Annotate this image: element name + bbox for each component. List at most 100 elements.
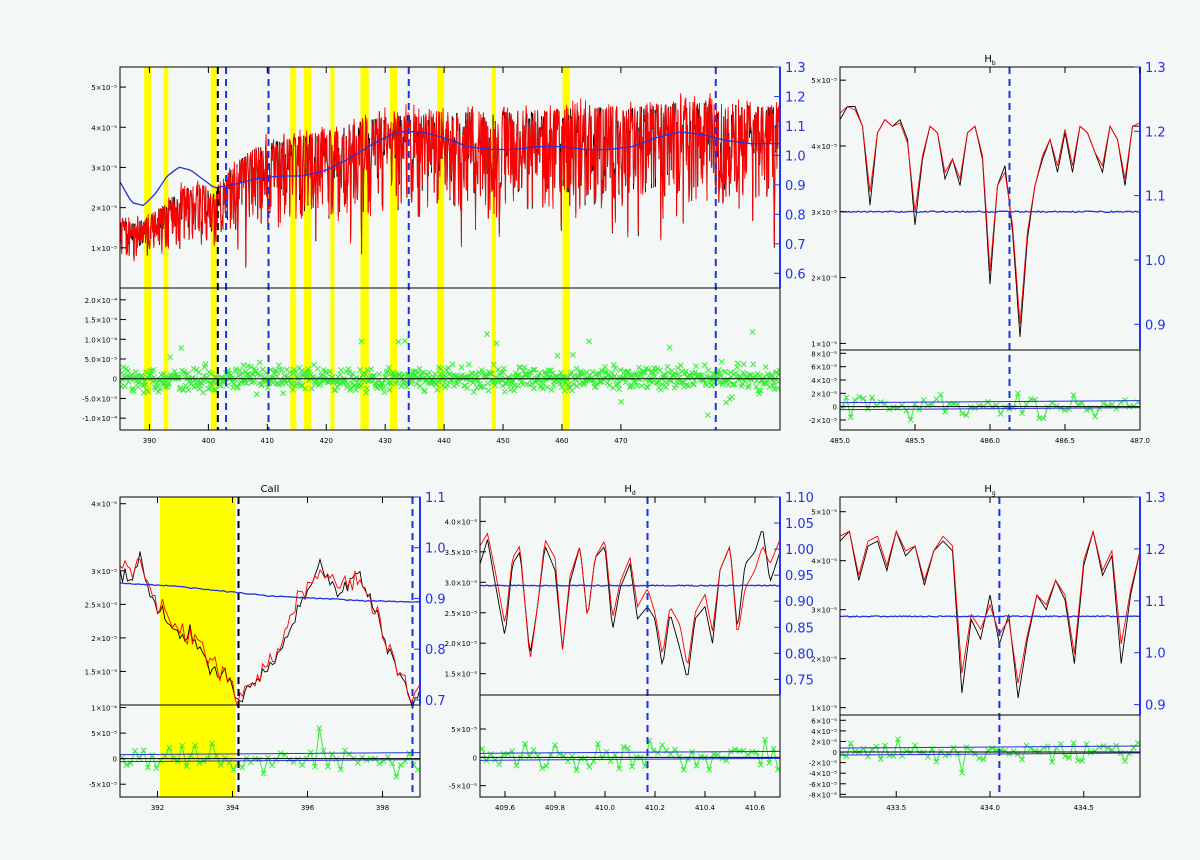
residual-point — [183, 763, 190, 770]
residual-point — [269, 374, 276, 381]
residual-point — [705, 367, 712, 374]
residual-point — [709, 381, 716, 388]
residual-point — [458, 364, 465, 371]
resid-tick-label: 1.5×10⁻⁴ — [85, 317, 118, 325]
residual-point — [756, 372, 763, 379]
residual-point — [616, 765, 623, 772]
residual-point — [417, 383, 424, 390]
residual-point — [155, 388, 162, 395]
x-tick-label: 433.5 — [886, 804, 906, 812]
residual-point — [240, 362, 247, 369]
residual-point — [629, 383, 636, 390]
residual-point — [635, 364, 642, 371]
residual-point — [492, 382, 499, 389]
right-tick-label: 0.8 — [785, 208, 806, 223]
residual-point — [606, 382, 613, 388]
y-tick-label: 5×10⁻⁵ — [811, 509, 837, 517]
residual-point — [135, 379, 142, 386]
residual-point — [1113, 742, 1120, 749]
y-tick-label: 2.5×10⁻⁵ — [85, 601, 118, 609]
mask-region — [562, 67, 570, 430]
residual-point — [536, 370, 543, 377]
residual-point — [450, 372, 457, 379]
y-tick-label: 2×10⁻⁵ — [91, 635, 117, 643]
residual-point — [478, 383, 485, 390]
residual-point — [704, 412, 711, 418]
residual-point — [432, 371, 438, 378]
residual-point — [362, 371, 369, 378]
residual-point — [592, 383, 599, 390]
residual-point — [195, 369, 202, 376]
residual-sigma-line — [120, 759, 420, 763]
residual-point — [347, 385, 354, 392]
x-tick-label: 485.5 — [905, 437, 925, 445]
right-tick-label: 0.9 — [425, 592, 446, 607]
residual-point — [544, 384, 551, 391]
residual-point — [654, 365, 661, 372]
residual-point — [873, 743, 880, 750]
right-tick-label: 0.6 — [785, 267, 806, 282]
residual-point — [484, 331, 490, 338]
mask-region — [330, 67, 335, 430]
residual-point — [564, 376, 570, 383]
residual-point — [665, 369, 672, 376]
residual-point — [959, 410, 966, 417]
plot-area — [480, 497, 780, 797]
residual-point — [123, 762, 130, 769]
residual-point — [569, 753, 576, 760]
title-main: H — [984, 484, 992, 495]
residual-point — [731, 381, 738, 388]
residual-sigma-line — [840, 752, 1140, 756]
residual-point — [200, 389, 207, 396]
residual-point — [1057, 740, 1064, 747]
residual-point — [697, 753, 704, 760]
resid-tick-label: -1.0×10⁻⁴ — [82, 415, 117, 423]
residual-point — [140, 747, 147, 754]
residual-point — [1062, 753, 1068, 760]
residual-point — [579, 371, 586, 378]
residual-point — [843, 394, 850, 401]
residual-point — [278, 367, 285, 374]
residual-point — [641, 368, 648, 375]
residual-point — [594, 740, 601, 747]
residual-point — [364, 367, 371, 374]
right-tick-label: 1.2 — [785, 90, 806, 105]
resid-tick-label: 0 — [833, 404, 837, 412]
x-tick-label: 409.8 — [545, 804, 565, 812]
residual-point — [314, 365, 321, 372]
mask-region — [210, 67, 217, 430]
model-spectrum-line — [480, 532, 780, 665]
residual-point — [531, 366, 538, 373]
plot-area — [840, 497, 1140, 797]
residual-point — [264, 754, 271, 761]
residual-point — [525, 374, 532, 381]
residual-point — [907, 416, 914, 423]
resid-tick-label: 5×10⁻⁵ — [451, 726, 477, 734]
residual-point — [480, 383, 487, 390]
residual-point — [666, 344, 673, 351]
residual-point — [346, 369, 353, 376]
residual-point — [766, 759, 773, 766]
continuum-fit-line — [120, 131, 780, 207]
residual-point — [573, 365, 580, 372]
residual-line — [121, 728, 419, 779]
residual-point — [860, 745, 867, 752]
residual-point — [1122, 397, 1128, 403]
mask-region — [160, 497, 235, 797]
y-tick-label: 2×10⁻⁵ — [811, 656, 837, 664]
residual-point — [449, 361, 456, 368]
resid-tick-label: 2.0×10⁻⁴ — [85, 297, 118, 305]
title-subscript: g — [992, 490, 996, 497]
x-tick-label: 450 — [496, 437, 509, 445]
y-tick-label: 1×10⁻⁵ — [811, 340, 837, 348]
residual-point — [206, 385, 213, 392]
residual-point — [269, 762, 276, 769]
residual-point — [376, 371, 383, 378]
right-tick-label: 1.2 — [1145, 125, 1166, 140]
residual-point — [334, 384, 341, 390]
residual-point — [1014, 390, 1021, 397]
continuum-fit-line — [480, 584, 780, 587]
residual-point — [644, 384, 651, 391]
residual-point — [551, 378, 558, 385]
